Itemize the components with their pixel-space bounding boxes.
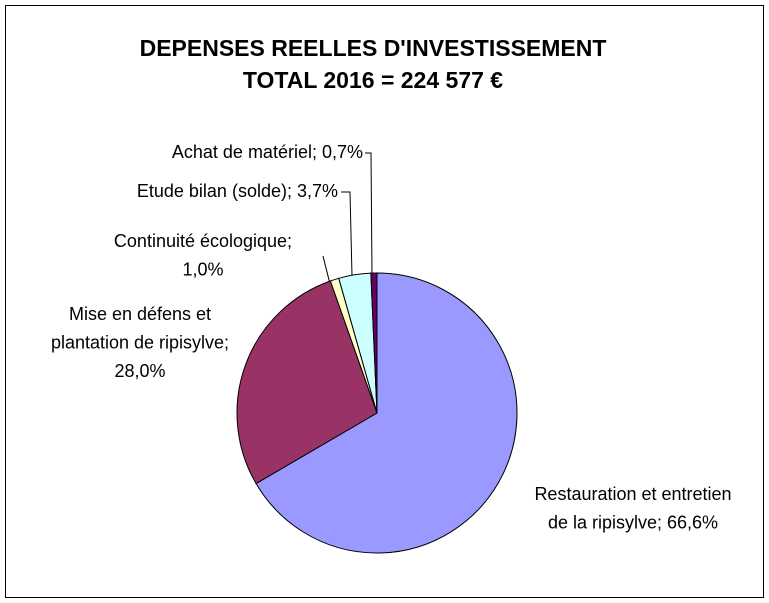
data-label: de la ripisylve; 66,6% bbox=[548, 512, 718, 532]
leader-line bbox=[365, 152, 373, 275]
data-label: Mise en défens et bbox=[69, 304, 211, 324]
pie-slice bbox=[236, 280, 378, 485]
data-label: 28,0% bbox=[114, 361, 165, 381]
data-label: plantation de ripisylve; bbox=[51, 332, 229, 352]
chart-title: DEPENSES REELLES D'INVESTISSEMENT bbox=[140, 35, 607, 61]
data-label: Achat de matériel; 0,7% bbox=[172, 142, 363, 162]
data-label: Restauration et entretien bbox=[534, 484, 731, 504]
data-label: 1,0% bbox=[182, 259, 223, 279]
leader-line bbox=[341, 191, 353, 277]
data-label: Continuité écologique; bbox=[114, 231, 292, 251]
leader-line bbox=[322, 255, 331, 285]
chart-title: TOTAL 2016 = 224 577 € bbox=[243, 67, 503, 93]
pie-slice bbox=[255, 272, 518, 554]
pie-slice bbox=[370, 272, 378, 414]
data-label: Etude bilan (solde); 3,7% bbox=[137, 181, 338, 201]
leaders bbox=[322, 152, 373, 285]
